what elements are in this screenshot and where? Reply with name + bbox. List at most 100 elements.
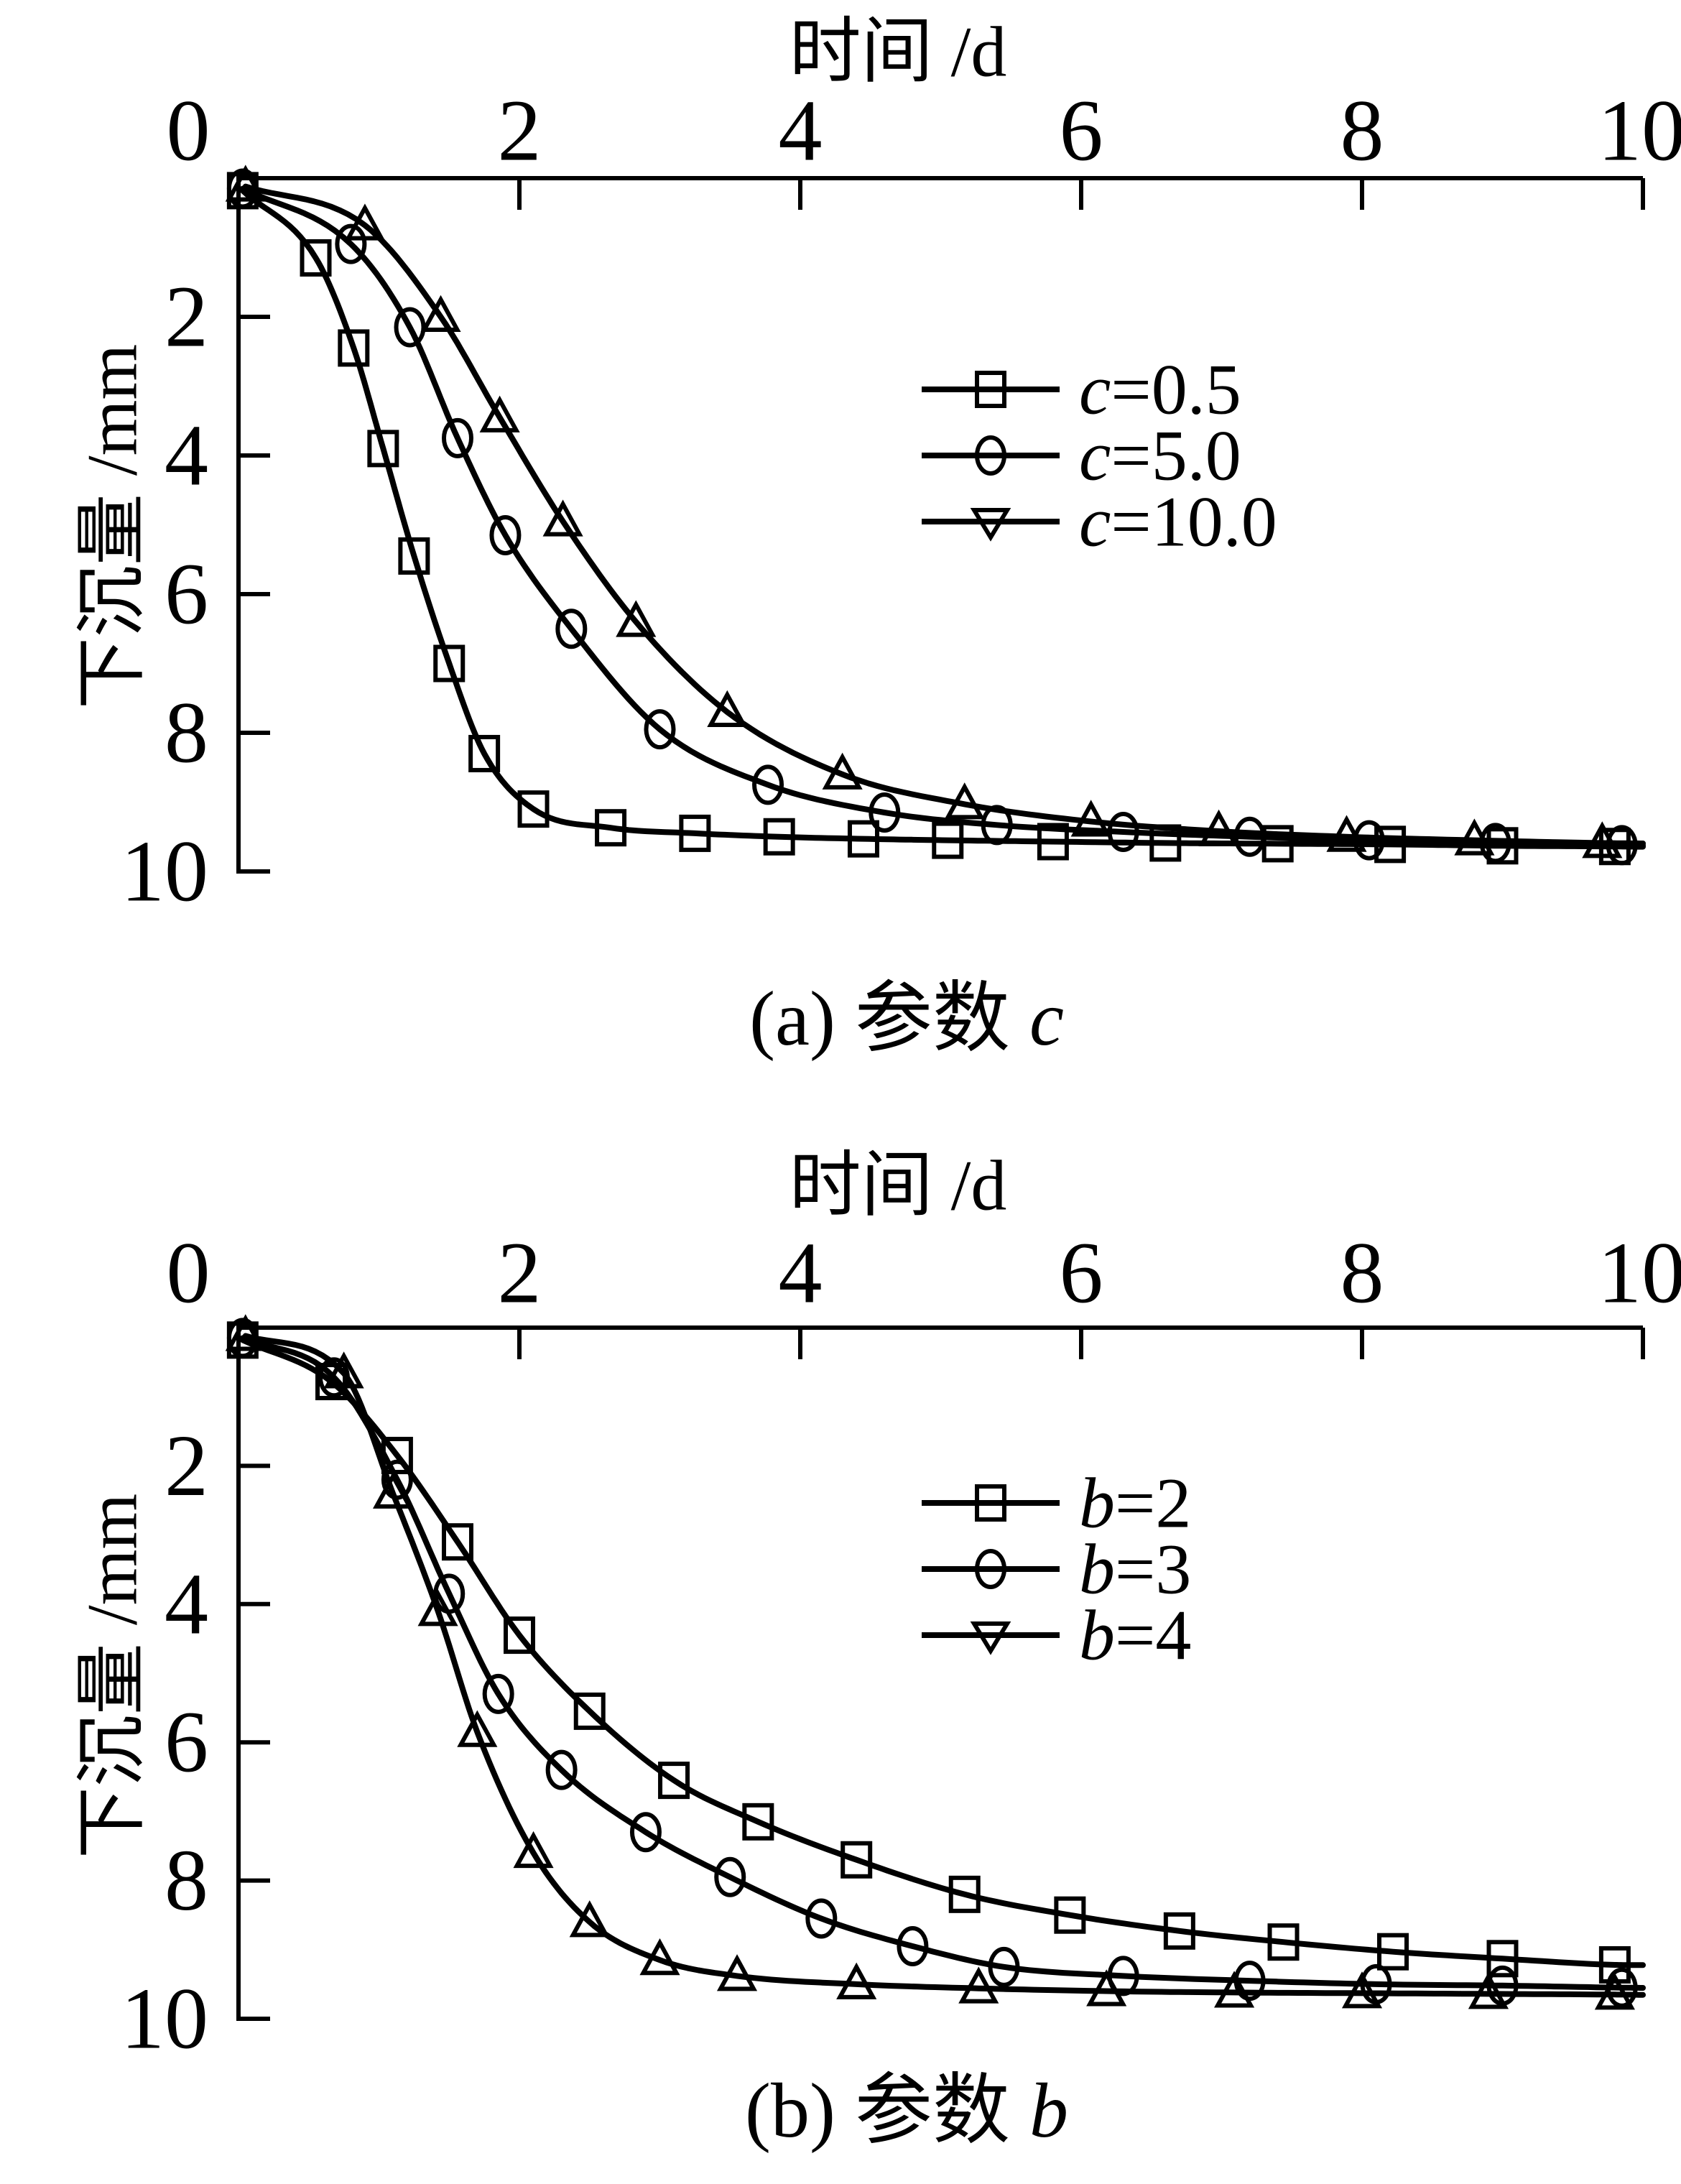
- legend-a-label-1: c=0.5: [1079, 348, 1241, 431]
- plot-a-marker-c=0.5: [679, 814, 711, 852]
- plot-b-marker-b=3: [805, 1898, 838, 1939]
- plot-b-marker-b=2: [573, 1692, 606, 1730]
- plot-b-marker-b=4: [323, 1351, 364, 1389]
- plot-b-x-tick-label-10: 10: [1598, 1225, 1681, 1322]
- plot-a-marker-c=5.0: [489, 514, 522, 555]
- legend-b-var-2: b: [1079, 1529, 1115, 1609]
- plot-a-x-tick-label-2: 2: [498, 83, 542, 180]
- plot-b-marker-b=2: [658, 1762, 690, 1800]
- plot-b-marker-b=2: [742, 1803, 774, 1841]
- plot-a-marker-c=10.0: [707, 690, 748, 728]
- plot-b-curve-b=2: [239, 1337, 1646, 1968]
- plot-b-marker-b=4: [1341, 1971, 1383, 2009]
- plot-b-marker-b=4: [639, 1938, 680, 1976]
- plot-b-marker-b=3: [988, 1946, 1020, 1987]
- plot-a-marker-c=10.0: [225, 165, 266, 202]
- plot-b-curve-b=3: [239, 1335, 1646, 1991]
- plot-b-y-tick-label-8: 8: [165, 1832, 208, 1929]
- caption-b-var: b: [1029, 2068, 1068, 2154]
- plot-a-marker-c=10.0: [944, 782, 985, 820]
- plot-b-marker-b=3: [545, 1749, 578, 1790]
- plot-b-marker-b=4: [569, 1900, 610, 1938]
- plot-b-marker-b=2: [441, 1523, 473, 1561]
- caption-a-prefix: (a) 参数: [749, 976, 1029, 1062]
- plot-a-marker-c=0.5: [1374, 825, 1407, 864]
- plot-b-y-tick-label-4: 4: [165, 1555, 208, 1652]
- plot-b-y-tick-label-10: 10: [121, 1971, 208, 2068]
- plot-b-marker-b=4: [417, 1589, 458, 1627]
- plot-a-marker-c=5.0: [441, 417, 473, 458]
- plot-a-x-tick-label-6: 6: [1060, 83, 1103, 180]
- plot-b-marker-b=3: [629, 1812, 662, 1853]
- plot-a-marker-c=0.5: [468, 734, 501, 772]
- plot-a-marker-c=0.5: [763, 818, 795, 856]
- plot-a-marker-c=10.0: [822, 752, 863, 790]
- legend-a-rest-3: =10.0: [1111, 481, 1277, 562]
- plot-a-marker-c=0.5: [847, 820, 879, 858]
- plot-a-marker-c=0.5: [932, 821, 964, 859]
- legend-b-label-1: b=2: [1079, 1462, 1191, 1545]
- plot-a-marker-c=0.5: [595, 809, 627, 847]
- plot-a-marker-c=10.0: [1070, 800, 1111, 837]
- plot-a-y-tick-label-10: 10: [121, 823, 208, 920]
- plot-b-marker-b=4: [958, 1966, 999, 2004]
- legend-b-marker-square: [975, 1484, 1006, 1522]
- legend-a-var-3: c: [1079, 481, 1111, 562]
- plot-a-marker-c=5.0: [335, 223, 367, 264]
- plot-a-x-tick-label-0: 0: [167, 83, 210, 180]
- plot-b-marker-b=2: [1267, 1923, 1300, 1961]
- plot-a-y-tick-label-2: 2: [165, 269, 208, 366]
- plot-a-marker-c=0.5: [433, 644, 466, 682]
- plot-b-y-tick-label-6: 6: [165, 1694, 208, 1791]
- legend-a-label-3: c=10.0: [1079, 481, 1277, 563]
- plot-a-x-tick-label-8: 8: [1340, 83, 1384, 180]
- plot-a-marker-c=10.0: [479, 395, 520, 432]
- plot-a-x-tick-label-4: 4: [779, 83, 823, 180]
- plot-b-marker-b=2: [1163, 1912, 1195, 1950]
- plot-a-y-tick-label-4: 4: [165, 407, 208, 504]
- plot-a-marker-c=10.0: [1326, 815, 1367, 852]
- legend-a-rest-2: =5.0: [1111, 415, 1241, 496]
- plot-b-x-tick-label-8: 8: [1340, 1225, 1384, 1322]
- plot-b-marker-b=4: [457, 1710, 498, 1747]
- plot-b-marker-b=2: [840, 1841, 873, 1879]
- plot-b-marker-b=3: [482, 1673, 514, 1714]
- plot-b-marker-b=3: [897, 1925, 929, 1966]
- caption-b: (b) 参数 b: [745, 2048, 1068, 2160]
- legend-b-rest-1: =2: [1115, 1463, 1192, 1543]
- plot-a-marker-c=0.5: [517, 790, 550, 828]
- legend-a-marker-triangle-down: [970, 508, 1011, 542]
- plot-a-marker-c=5.0: [1107, 811, 1139, 852]
- plot-b-marker-b=4: [225, 1314, 266, 1351]
- plot-b-x-tick-label-6: 6: [1060, 1225, 1103, 1322]
- legend-b-rest-2: =3: [1115, 1529, 1192, 1609]
- legend-b-marker-triangle-down: [970, 1621, 1011, 1655]
- plot-a-marker-c=10.0: [616, 600, 657, 637]
- plot-a-marker-c=5.0: [752, 764, 784, 805]
- plot-a-marker-c=10.0: [542, 499, 583, 537]
- plot-a-marker-c=10.0: [344, 203, 386, 241]
- plot-b-marker-b=2: [504, 1616, 535, 1655]
- plot-b-marker-b=4: [372, 1471, 414, 1509]
- plot-b-marker-b=4: [513, 1831, 554, 1869]
- legend-a-marker-square: [975, 371, 1006, 408]
- plot-a-marker-c=0.5: [338, 329, 370, 367]
- y-axis-title-a: 下沉量 /mm: [72, 343, 152, 710]
- legend-a-marker-circle: [975, 435, 1006, 476]
- plot-b-x-tick-label-2: 2: [498, 1225, 542, 1322]
- legend-b-marker-circle: [975, 1549, 1006, 1589]
- legend-a-rest-1: =0.5: [1111, 349, 1241, 430]
- plot-a-x-tick-label-10: 10: [1598, 83, 1681, 180]
- plot-a-curve-c=5.0: [239, 185, 1646, 848]
- y-axis-title-b: 下沉量 /mm: [72, 1493, 152, 1859]
- legend-b-rest-3: =4: [1115, 1595, 1192, 1675]
- plot-a-marker-c=5.0: [1233, 816, 1266, 857]
- plot-a-curve-c=10.0: [242, 183, 1646, 846]
- plot-b-marker-b=2: [1486, 1940, 1519, 1978]
- plot-a-marker-c=0.5: [1037, 823, 1069, 861]
- legend-a-label-2: c=5.0: [1079, 415, 1241, 497]
- plot-b-curve-b=4: [242, 1333, 1646, 1998]
- legend-a-var-2: c: [1079, 415, 1111, 496]
